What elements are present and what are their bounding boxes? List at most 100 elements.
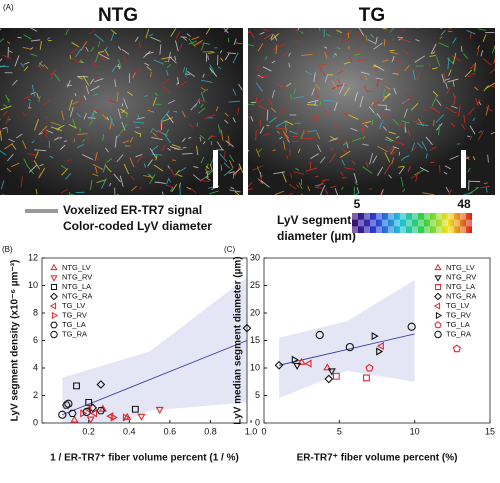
vessel: [11, 162, 20, 167]
vessel: [94, 33, 104, 42]
vessel: [402, 188, 406, 193]
vessel: [306, 104, 318, 106]
vessel: [283, 140, 286, 151]
vessel: [398, 122, 402, 128]
vessel: [169, 146, 180, 151]
vessel: [385, 85, 392, 91]
vessel: [105, 46, 108, 50]
legend-label: TG_LV: [62, 301, 85, 310]
vessel: [431, 51, 436, 55]
legend-marker: [434, 275, 442, 282]
vessel: [359, 76, 363, 81]
vessel: [54, 137, 59, 141]
vessel: [134, 131, 141, 135]
vessel: [353, 53, 361, 56]
vessel: [283, 133, 288, 140]
vessel: [0, 28, 2, 31]
vessel: [102, 133, 105, 141]
data-point: [90, 409, 98, 418]
vessel: [217, 66, 222, 70]
vessel: [208, 170, 214, 175]
vessel: [165, 184, 174, 188]
vessel: [431, 96, 437, 107]
vessel: [263, 33, 273, 40]
checker-cell: [412, 226, 418, 234]
data-point: [297, 357, 306, 365]
vessel: [466, 29, 476, 35]
vessel: [11, 143, 17, 150]
vessel: [147, 109, 155, 113]
data-point: [96, 380, 106, 389]
vessel: [480, 50, 484, 57]
vessel: [295, 29, 299, 33]
vessel: [83, 112, 87, 120]
vessel: [150, 72, 152, 78]
vessel: [452, 92, 455, 98]
vessel: [430, 161, 435, 164]
vessel: [161, 79, 170, 85]
vessel: [67, 159, 72, 162]
vessel: [478, 101, 482, 106]
vessel: [119, 132, 125, 135]
vessel: [152, 97, 157, 107]
vessel: [441, 73, 445, 84]
vessel: [265, 56, 268, 60]
vessel: [0, 38, 5, 43]
vessel: [117, 108, 122, 119]
vessel: [301, 54, 313, 56]
colorbar-label: diameter (µm): [277, 229, 356, 243]
vessel: [461, 123, 466, 130]
vessel-network: [0, 28, 243, 195]
y-tick-label: 4: [33, 362, 38, 372]
vessel: [23, 61, 30, 65]
vessel: [65, 172, 72, 180]
micrograph: [248, 28, 495, 195]
panel-label: (C): [224, 245, 235, 254]
vessel: [429, 54, 436, 57]
vessel: [7, 118, 12, 121]
vessel: [7, 153, 14, 162]
vessel: [89, 120, 94, 126]
vessel: [362, 136, 366, 140]
vessel: [338, 83, 345, 95]
vessel: [270, 33, 280, 41]
vessel: [270, 33, 274, 40]
x-tick-label: 15: [485, 426, 495, 436]
data-point: [122, 413, 130, 422]
vessel: [228, 171, 235, 174]
vessel: [44, 116, 48, 119]
vessel: [490, 131, 495, 135]
checker-cell: [400, 226, 406, 234]
legend-label: NTG_LV: [62, 263, 91, 272]
vessel: [365, 35, 368, 41]
vessel: [138, 41, 142, 49]
vessel: [63, 140, 67, 142]
vessel: [472, 73, 476, 75]
vessel: [116, 132, 121, 139]
vessel: [352, 137, 362, 142]
legend-marker: [434, 263, 442, 271]
checker-cell: [376, 226, 382, 234]
vessel: [207, 135, 213, 140]
legend-label: TG_RA: [446, 329, 471, 338]
vessel: [104, 48, 109, 56]
vessel: [391, 55, 395, 62]
data-point: [291, 355, 299, 364]
vessel: [92, 152, 99, 161]
vessel: [259, 31, 265, 35]
vessel: [145, 28, 150, 39]
vessel: [50, 73, 54, 80]
vessel: [234, 191, 240, 195]
vessel: [23, 158, 28, 165]
vessel: [477, 130, 485, 141]
vessel: [248, 30, 251, 34]
vessel: [255, 130, 257, 141]
vessel: [217, 124, 221, 134]
vessel: [347, 114, 359, 120]
vessel: [255, 97, 258, 103]
x-tick-label: 0.6: [164, 426, 177, 436]
vessel: [422, 192, 435, 195]
vessel: [389, 51, 398, 55]
vessel: [46, 129, 54, 134]
vessel: [403, 108, 408, 118]
